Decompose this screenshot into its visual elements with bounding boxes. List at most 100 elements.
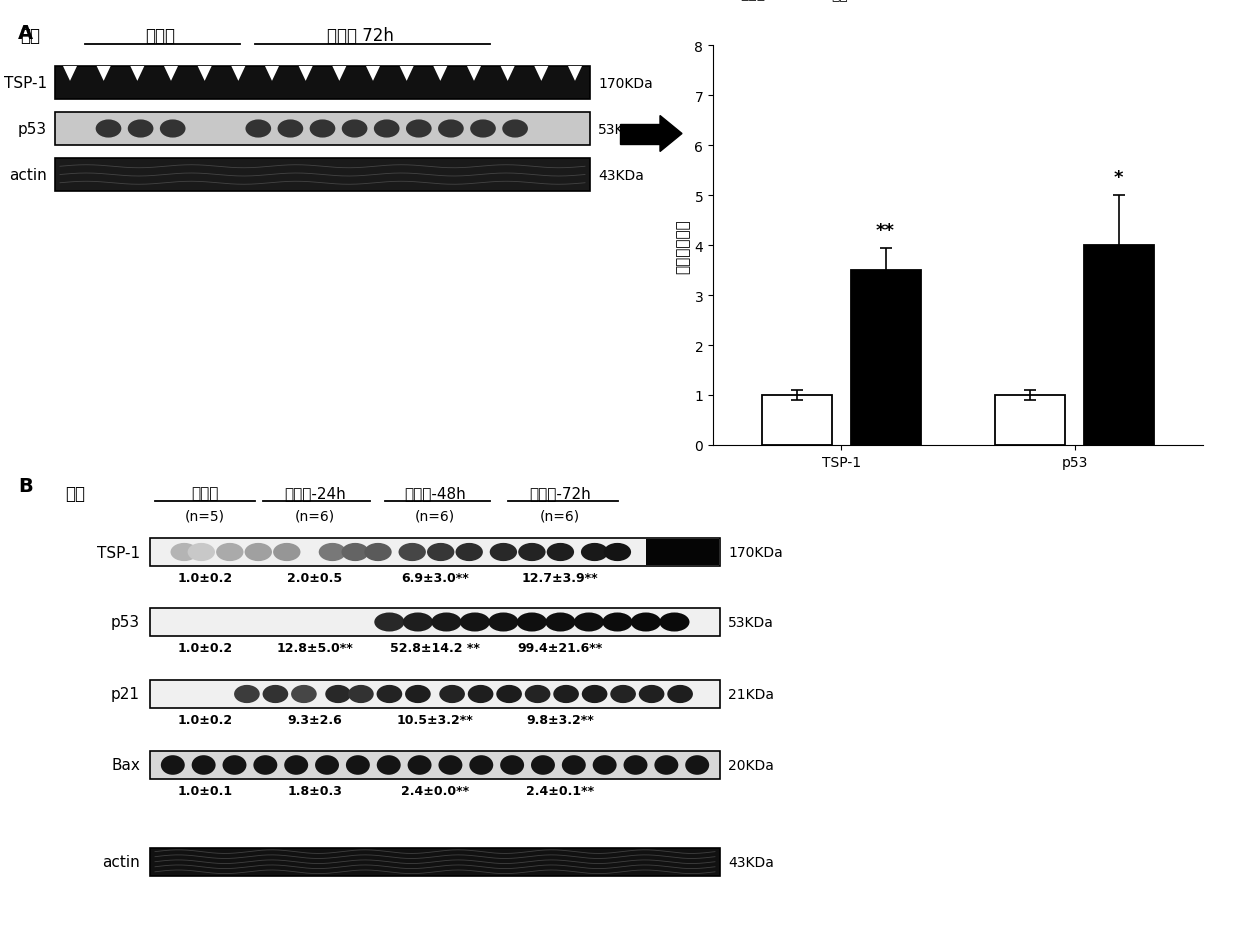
Ellipse shape xyxy=(562,755,585,775)
Ellipse shape xyxy=(467,685,494,703)
Text: TSP-1: TSP-1 xyxy=(97,545,140,560)
Text: 12.7±3.9**: 12.7±3.9** xyxy=(522,572,599,585)
Text: 对照组: 对照组 xyxy=(191,486,218,501)
Polygon shape xyxy=(467,67,481,82)
Text: 6.9±3.0**: 6.9±3.0** xyxy=(401,572,469,585)
Text: 9.8±3.2**: 9.8±3.2** xyxy=(526,714,594,727)
Ellipse shape xyxy=(639,685,665,703)
Ellipse shape xyxy=(631,612,661,632)
Ellipse shape xyxy=(374,121,399,138)
Text: 1.0±0.2: 1.0±0.2 xyxy=(177,641,233,654)
Ellipse shape xyxy=(348,685,373,703)
Text: 10.5±3.2**: 10.5±3.2** xyxy=(397,714,474,727)
Ellipse shape xyxy=(408,755,432,775)
Ellipse shape xyxy=(547,543,574,561)
Ellipse shape xyxy=(455,543,482,561)
Polygon shape xyxy=(399,67,414,82)
Text: 170KDa: 170KDa xyxy=(598,76,652,90)
Bar xyxy=(150,680,720,708)
Legend: 对照组, 顺馔-72h: 对照组, 顺馔-72h xyxy=(696,0,885,6)
Text: 52.8±14.2 **: 52.8±14.2 ** xyxy=(391,641,480,654)
Ellipse shape xyxy=(377,685,402,703)
Ellipse shape xyxy=(531,755,556,775)
Text: 2.4±0.1**: 2.4±0.1** xyxy=(526,784,594,797)
Y-axis label: 相对蛋白水平: 相对蛋白水平 xyxy=(676,219,691,273)
Text: TSP-1: TSP-1 xyxy=(4,76,47,91)
Ellipse shape xyxy=(490,543,517,561)
Ellipse shape xyxy=(161,755,185,775)
Polygon shape xyxy=(660,116,682,152)
Text: 1.0±0.2: 1.0±0.2 xyxy=(177,714,233,727)
Ellipse shape xyxy=(593,755,616,775)
Ellipse shape xyxy=(574,612,604,632)
Ellipse shape xyxy=(216,543,243,561)
Ellipse shape xyxy=(580,543,609,561)
Ellipse shape xyxy=(284,755,309,775)
Text: p53: p53 xyxy=(110,615,140,630)
Ellipse shape xyxy=(171,543,198,561)
Text: 21KDa: 21KDa xyxy=(728,688,774,702)
Text: 2.4±0.0**: 2.4±0.0** xyxy=(401,784,469,797)
Ellipse shape xyxy=(253,755,278,775)
Ellipse shape xyxy=(438,121,464,138)
Ellipse shape xyxy=(278,121,304,138)
Ellipse shape xyxy=(660,612,689,632)
Text: *: * xyxy=(1114,169,1123,187)
Ellipse shape xyxy=(469,755,494,775)
Ellipse shape xyxy=(315,755,339,775)
Text: 1.0±0.2: 1.0±0.2 xyxy=(177,572,233,585)
Ellipse shape xyxy=(377,755,401,775)
Ellipse shape xyxy=(553,685,579,703)
Bar xyxy=(996,395,1065,445)
Text: B: B xyxy=(19,476,32,496)
Ellipse shape xyxy=(95,121,122,138)
Text: 1.0±0.1: 1.0±0.1 xyxy=(177,784,233,797)
Text: 对照组: 对照组 xyxy=(145,27,175,45)
Text: (n=6): (n=6) xyxy=(415,509,455,522)
Text: 顺馔组 72h: 顺馔组 72h xyxy=(326,27,393,45)
Text: actin: actin xyxy=(102,855,140,870)
Ellipse shape xyxy=(263,685,288,703)
Ellipse shape xyxy=(222,755,247,775)
Text: 小肠: 小肠 xyxy=(64,484,86,502)
Ellipse shape xyxy=(246,121,272,138)
Bar xyxy=(150,538,720,566)
Ellipse shape xyxy=(310,121,335,138)
Bar xyxy=(761,395,832,445)
Ellipse shape xyxy=(405,121,432,138)
Ellipse shape xyxy=(319,543,346,561)
Ellipse shape xyxy=(624,755,647,775)
Bar xyxy=(851,271,920,445)
Ellipse shape xyxy=(273,543,300,561)
Ellipse shape xyxy=(603,612,632,632)
Ellipse shape xyxy=(291,685,316,703)
Ellipse shape xyxy=(582,685,608,703)
Ellipse shape xyxy=(439,755,463,775)
Ellipse shape xyxy=(427,543,454,561)
Ellipse shape xyxy=(460,612,490,632)
Polygon shape xyxy=(433,67,448,82)
Ellipse shape xyxy=(496,685,522,703)
Text: 奈达馔-72h: 奈达馔-72h xyxy=(529,486,591,501)
Polygon shape xyxy=(534,67,548,82)
Ellipse shape xyxy=(365,543,392,561)
Text: Bax: Bax xyxy=(112,757,140,773)
Polygon shape xyxy=(501,67,515,82)
Ellipse shape xyxy=(525,685,551,703)
Ellipse shape xyxy=(405,685,430,703)
Polygon shape xyxy=(164,67,179,82)
Text: 43KDa: 43KDa xyxy=(598,168,644,182)
Text: actin: actin xyxy=(9,168,47,183)
Bar xyxy=(55,113,590,146)
Text: 9.3±2.6: 9.3±2.6 xyxy=(288,714,342,727)
Text: 53KDa: 53KDa xyxy=(598,122,644,136)
Polygon shape xyxy=(568,67,582,82)
Text: 43KDa: 43KDa xyxy=(728,855,774,869)
Text: (n=6): (n=6) xyxy=(295,509,335,522)
Ellipse shape xyxy=(325,685,351,703)
Ellipse shape xyxy=(686,755,709,775)
Bar xyxy=(150,848,720,876)
Ellipse shape xyxy=(517,612,547,632)
Bar xyxy=(55,159,590,192)
Bar xyxy=(55,67,590,100)
